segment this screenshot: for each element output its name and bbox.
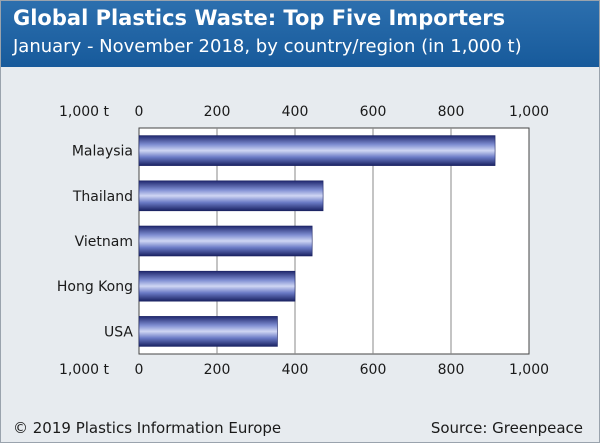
x-tick-label-bottom: 1,000 <box>509 362 549 378</box>
bar-malaysia <box>138 135 496 166</box>
x-tick-label-top: 400 <box>282 104 309 120</box>
bar-thailand <box>138 180 324 212</box>
category-label: Thailand <box>72 189 133 205</box>
chart-header: Global Plastics Waste: Top Five Importer… <box>1 1 599 67</box>
category-label: Malaysia <box>72 144 133 160</box>
bar-vietnam <box>138 225 313 257</box>
x-tick-label-bottom: 400 <box>282 362 309 378</box>
x-tick-label-bottom: 800 <box>438 362 465 378</box>
x-tick-label-top: 800 <box>438 104 465 120</box>
x-tick-label-top: 600 <box>360 104 387 120</box>
x-tick-label-bottom: 0 <box>135 362 144 378</box>
unit-label-top: 1,000 t <box>59 104 110 120</box>
category-label: USA <box>104 324 133 340</box>
x-tick-label-bottom: 200 <box>204 362 231 378</box>
copyright-note: © 2019 Plastics Information Europe <box>13 419 282 437</box>
x-tick-label-top: 200 <box>204 104 231 120</box>
source-note: Source: Greenpeace <box>430 419 583 437</box>
bar-usa <box>138 316 278 347</box>
chart-title: Global Plastics Waste: Top Five Importer… <box>13 6 506 30</box>
x-tick-label-top: 1,000 <box>509 104 549 120</box>
x-tick-label-top: 0 <box>135 104 144 120</box>
category-label: Vietnam <box>75 234 133 250</box>
bar-hong-kong <box>138 270 296 302</box>
category-label: Hong Kong <box>57 279 133 295</box>
x-tick-label-bottom: 600 <box>360 362 387 378</box>
chart-subtitle: January - November 2018, by country/regi… <box>13 36 522 57</box>
unit-label-bottom: 1,000 t <box>59 362 110 378</box>
